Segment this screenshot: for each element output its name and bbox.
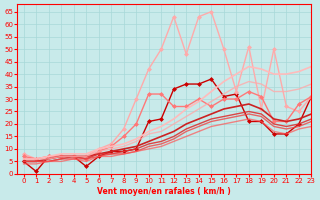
X-axis label: Vent moyen/en rafales ( km/h ): Vent moyen/en rafales ( km/h ) [98, 187, 231, 196]
